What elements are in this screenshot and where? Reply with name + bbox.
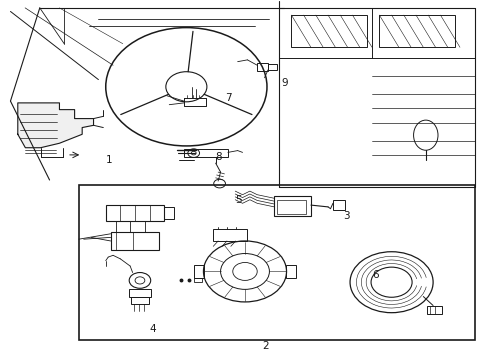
Text: 4: 4 (150, 324, 156, 334)
Bar (379, 15, 455, 47)
Bar (131, 297, 149, 304)
Polygon shape (18, 103, 94, 148)
Bar (427, 306, 442, 315)
Text: 3: 3 (343, 211, 349, 221)
Text: 2: 2 (262, 341, 269, 351)
Text: 6: 6 (372, 270, 379, 280)
Bar (333, 200, 345, 211)
Bar (194, 265, 204, 278)
Bar (286, 265, 296, 278)
Bar (268, 64, 277, 70)
Text: 8: 8 (216, 152, 222, 162)
Bar (164, 207, 174, 220)
Bar (111, 232, 159, 250)
Text: 5: 5 (235, 195, 242, 205)
Bar (79, 185, 475, 339)
Bar (277, 200, 306, 214)
Bar (129, 289, 151, 297)
Text: 1: 1 (106, 155, 112, 165)
Text: 7: 7 (225, 93, 232, 103)
Bar (106, 205, 164, 221)
Bar (194, 278, 202, 282)
Bar (257, 63, 268, 71)
Text: 9: 9 (282, 78, 288, 88)
Bar (274, 196, 311, 216)
Bar (292, 15, 367, 47)
Bar (184, 149, 228, 157)
Bar (213, 229, 247, 241)
